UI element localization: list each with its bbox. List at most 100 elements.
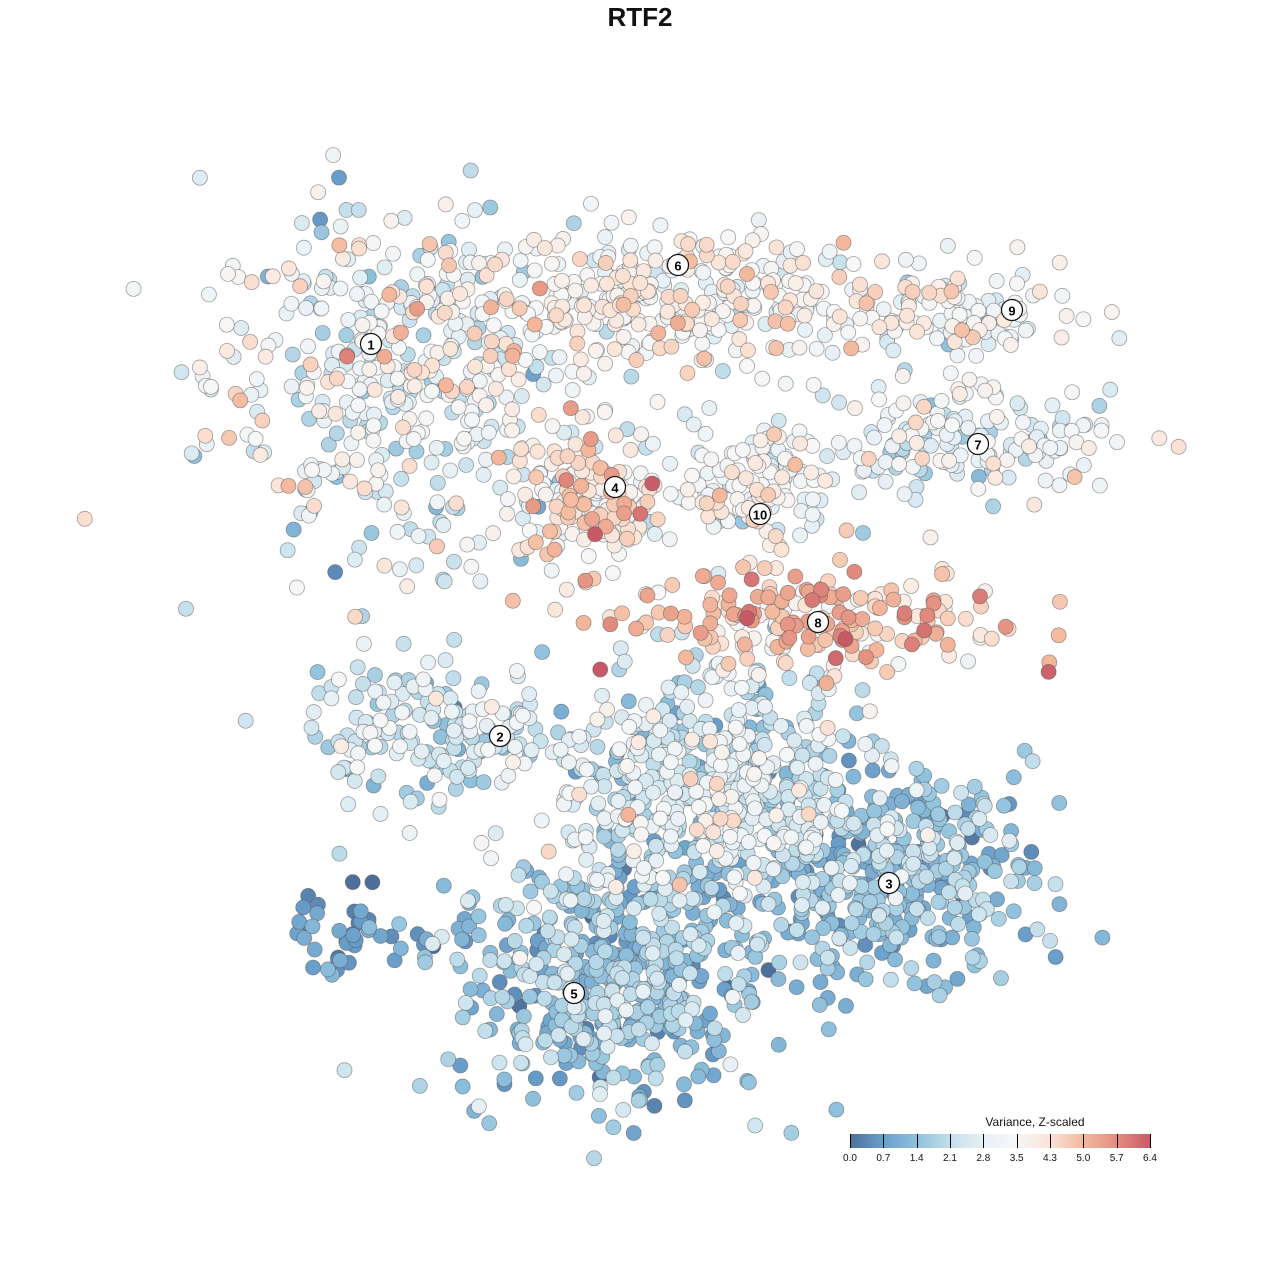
point xyxy=(646,1097,663,1114)
point xyxy=(939,237,956,254)
point xyxy=(522,883,539,900)
point xyxy=(819,949,836,966)
point xyxy=(1047,876,1064,893)
point xyxy=(1058,308,1075,324)
point xyxy=(711,791,727,808)
point xyxy=(458,457,475,473)
point xyxy=(615,1101,632,1118)
point xyxy=(876,417,893,434)
point xyxy=(939,636,956,653)
point xyxy=(925,952,942,969)
point xyxy=(484,333,500,350)
point xyxy=(871,790,888,807)
point xyxy=(740,342,756,359)
point xyxy=(710,574,726,591)
point xyxy=(995,797,1012,814)
point xyxy=(550,1027,567,1044)
point xyxy=(812,974,829,990)
point xyxy=(916,398,932,415)
point xyxy=(768,340,785,357)
point xyxy=(1024,753,1041,770)
point xyxy=(966,778,983,795)
point xyxy=(496,953,513,970)
point xyxy=(291,914,308,930)
point xyxy=(817,327,833,343)
point xyxy=(363,525,380,541)
point xyxy=(454,931,470,948)
point xyxy=(383,212,400,229)
point xyxy=(221,430,237,446)
point xyxy=(668,950,685,967)
point xyxy=(1064,384,1081,401)
point xyxy=(751,750,768,767)
point xyxy=(690,679,706,696)
point xyxy=(908,760,925,777)
point xyxy=(597,255,614,271)
point xyxy=(919,827,936,844)
point xyxy=(370,462,387,479)
point xyxy=(365,417,382,434)
point xyxy=(523,742,540,759)
point xyxy=(592,1086,608,1102)
point xyxy=(676,608,693,625)
point xyxy=(356,635,372,652)
point xyxy=(1026,496,1043,513)
point xyxy=(763,284,779,300)
point xyxy=(1051,593,1068,610)
point xyxy=(818,675,835,692)
point xyxy=(885,591,902,608)
point xyxy=(436,304,453,321)
point xyxy=(747,1117,764,1134)
point xyxy=(471,255,487,271)
point xyxy=(578,851,595,868)
point xyxy=(325,147,342,163)
point xyxy=(719,278,736,295)
point xyxy=(366,381,383,398)
point xyxy=(543,1049,559,1066)
point xyxy=(773,718,790,734)
point xyxy=(882,971,899,988)
point xyxy=(386,674,403,691)
point xyxy=(661,712,678,729)
point xyxy=(376,348,393,365)
point xyxy=(393,499,410,516)
point xyxy=(798,839,815,856)
point xyxy=(747,800,763,817)
point xyxy=(475,466,492,483)
point xyxy=(315,273,332,290)
point xyxy=(536,990,553,1007)
point xyxy=(712,757,729,774)
chart-title: RTF2 xyxy=(607,2,673,32)
point xyxy=(703,451,720,468)
point xyxy=(576,297,593,314)
point xyxy=(730,945,747,961)
point xyxy=(331,237,348,254)
point xyxy=(1017,322,1034,339)
point xyxy=(592,460,609,476)
point xyxy=(950,916,967,932)
point xyxy=(730,702,747,718)
point xyxy=(835,234,852,251)
point xyxy=(319,961,336,978)
point xyxy=(702,733,718,750)
point xyxy=(679,365,696,381)
point xyxy=(983,630,1000,647)
point xyxy=(346,551,363,568)
point xyxy=(982,827,999,843)
point xyxy=(879,821,896,838)
cluster-label-badge xyxy=(488,724,512,748)
point xyxy=(487,256,503,273)
point xyxy=(590,1107,607,1124)
point xyxy=(534,644,551,660)
point xyxy=(638,696,654,713)
point xyxy=(556,946,573,963)
point xyxy=(646,526,663,542)
point xyxy=(904,283,921,300)
point xyxy=(306,498,322,514)
point xyxy=(314,325,331,341)
point xyxy=(293,215,310,231)
point xyxy=(446,631,463,648)
point xyxy=(431,791,448,808)
point xyxy=(511,300,528,317)
point xyxy=(510,867,527,883)
